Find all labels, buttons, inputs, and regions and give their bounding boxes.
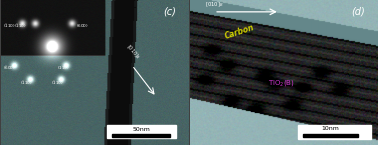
Text: (c): (c) (163, 6, 176, 16)
Text: TiO$_2$(B): TiO$_2$(B) (268, 78, 295, 88)
Text: $(\bar{1}10)$: $(\bar{1}10)$ (20, 79, 32, 87)
Text: $(\bar{1}10)(\bar{1}10)$: $(\bar{1}10)(\bar{1}10)$ (3, 22, 26, 30)
Text: 10nm: 10nm (321, 126, 339, 131)
Bar (303, 134, 358, 137)
Bar (107, 125, 176, 138)
Bar (112, 134, 169, 137)
Text: [010]$_B$: [010]$_B$ (205, 0, 223, 9)
Bar (297, 125, 371, 139)
Text: $(\bar{6}00)$: $(\bar{6}00)$ (3, 64, 15, 72)
Text: $(\bar{1}10)$: $(\bar{1}10)$ (51, 79, 64, 87)
Text: [010]$_B$: [010]$_B$ (124, 43, 142, 62)
Text: $(600)$: $(600)$ (76, 22, 88, 29)
Bar (112, 134, 169, 137)
Text: (d): (d) (352, 6, 366, 16)
Text: $(110)$: $(110)$ (57, 64, 70, 71)
Text: 50nm: 50nm (132, 127, 150, 132)
Text: 50nm: 50nm (132, 126, 150, 131)
Text: Carbon: Carbon (223, 23, 256, 41)
